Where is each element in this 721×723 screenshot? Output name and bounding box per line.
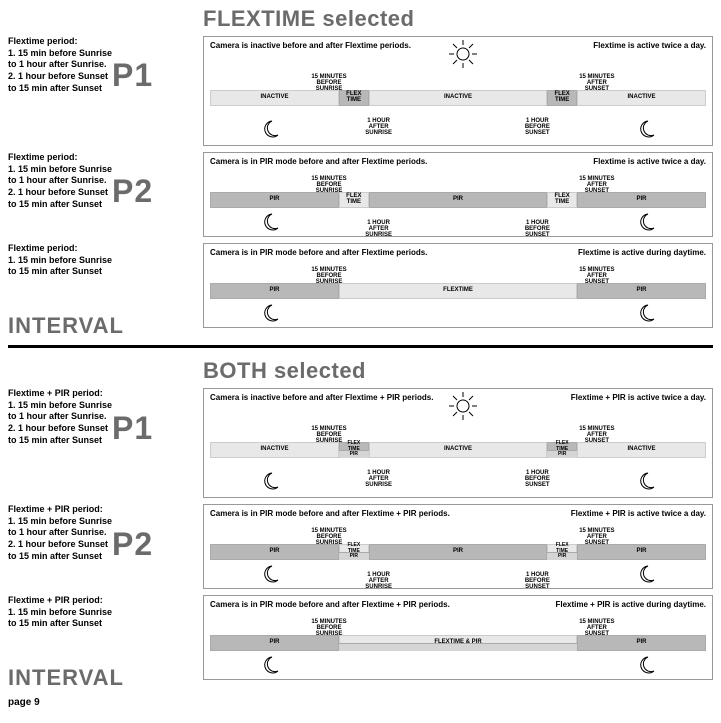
moon-icon: [636, 655, 656, 675]
right-col: Camera is inactive before and after Flex…: [203, 36, 713, 146]
diagram-interval: Camera is in PIR mode before and after F…: [203, 243, 713, 328]
diagram-both-interval: Camera is in PIR mode before and after F…: [203, 595, 713, 680]
moon-icon: [260, 303, 280, 323]
diagram-both-p2: Camera is in PIR mode before and after F…: [203, 504, 713, 589]
section1-title: FLEXTIME selected: [203, 6, 713, 32]
moon-icon: [636, 212, 656, 232]
s2-row-p1: Flextime + PIR period: 1. 15 min before …: [8, 388, 713, 498]
p1-label: P1: [112, 57, 153, 94]
sun-icon: [448, 391, 478, 421]
s1-row-p1: Flextime period: 1. 15 min before Sunris…: [8, 36, 713, 146]
diagram-p2: Camera is in PIR mode before and after F…: [203, 152, 713, 237]
moon-icon: [260, 655, 280, 675]
section-divider: [8, 345, 713, 348]
moon-icon: [260, 471, 280, 491]
moon-icon: [636, 119, 656, 139]
diagram-both-p1: Camera is inactive before and after Flex…: [203, 388, 713, 498]
moon-icon: [636, 564, 656, 584]
page: FLEXTIME selected Flextime period: 1. 15…: [0, 0, 721, 712]
moon-icon: [260, 212, 280, 232]
desc: Flextime period: 1. 15 min before Sunris…: [8, 36, 112, 94]
diagram-p1: Camera is inactive before and after Flex…: [203, 36, 713, 146]
left-col: Flextime period: 1. 15 min before Sunris…: [8, 36, 203, 146]
page-number: page 9: [8, 697, 713, 708]
moon-icon: [260, 119, 280, 139]
hdr-right: Flextime is active twice a day.: [593, 41, 706, 50]
s1-row-interval: Flextime period: 1. 15 min before Sunris…: [8, 243, 713, 339]
hdr-left: Camera is inactive before and after Flex…: [210, 41, 411, 50]
moon-icon: [636, 471, 656, 491]
moon-icon: [636, 303, 656, 323]
sun-icon: [448, 39, 478, 69]
s2-row-p2: Flextime + PIR period: 1. 15 min before …: [8, 504, 713, 589]
s1-row-p2: Flextime period: 1. 15 min before Sunris…: [8, 152, 713, 237]
section2-title: BOTH selected: [203, 358, 713, 384]
s2-row-interval: Flextime + PIR period: 1. 15 min before …: [8, 595, 713, 691]
moon-icon: [260, 564, 280, 584]
